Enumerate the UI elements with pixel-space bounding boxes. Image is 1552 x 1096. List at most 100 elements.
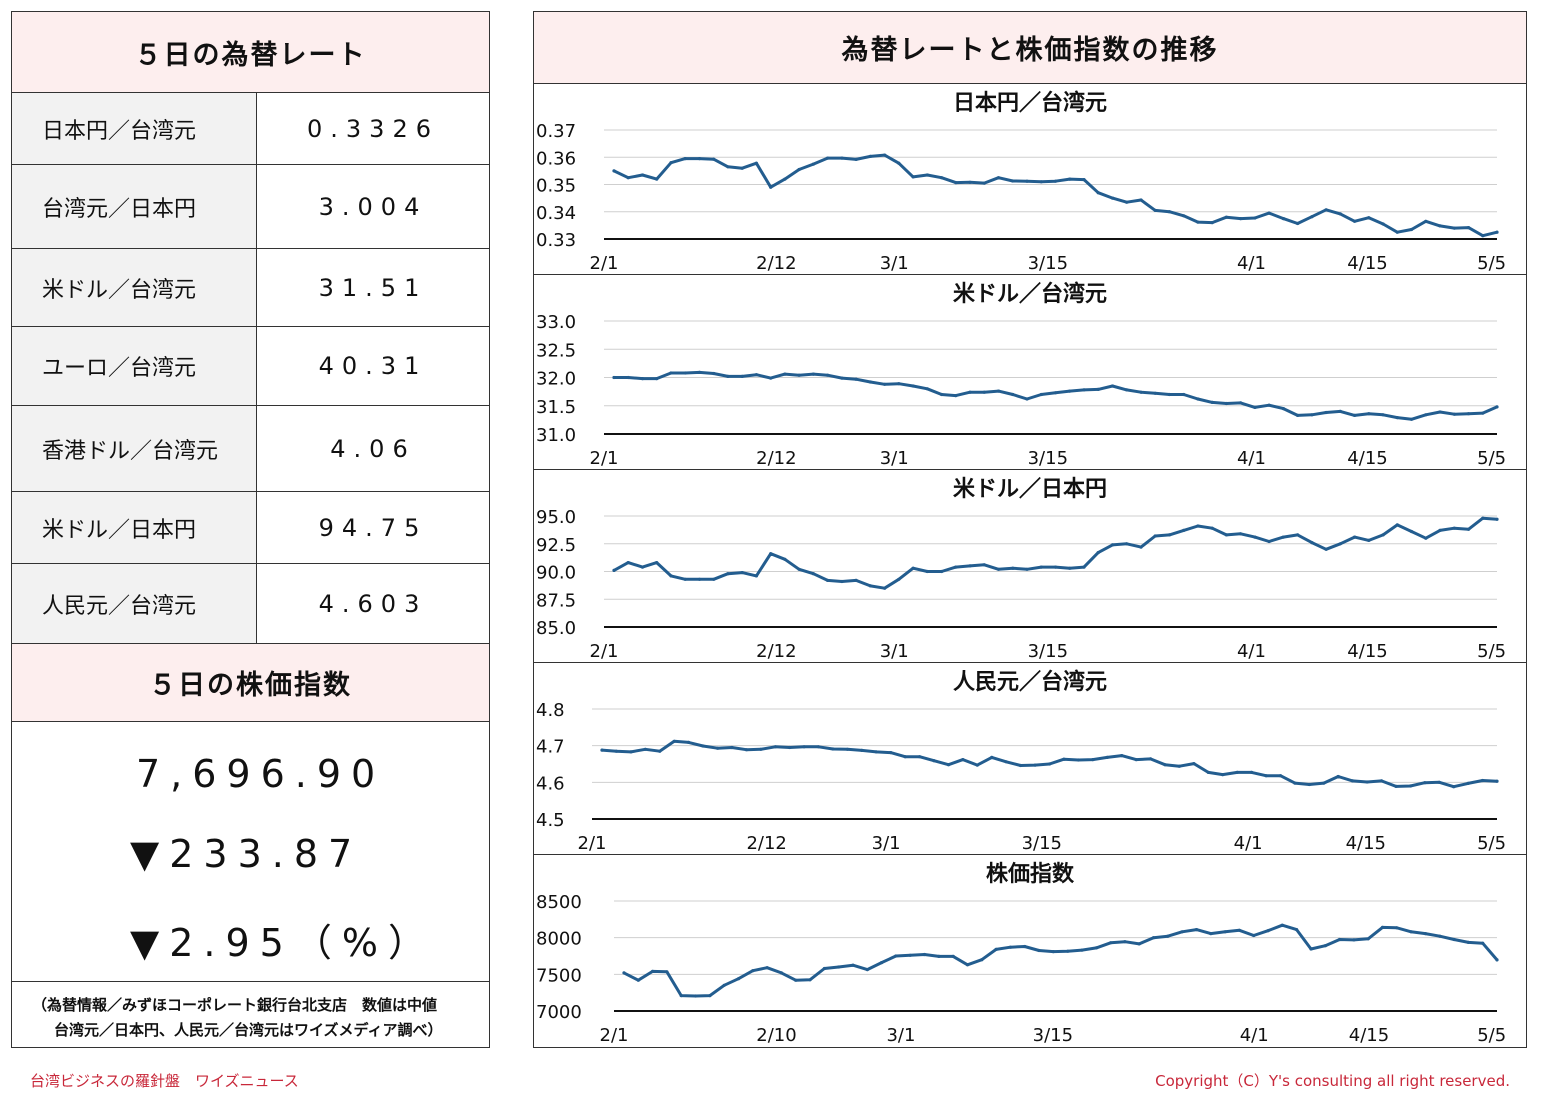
data-point bbox=[1395, 523, 1399, 527]
data-point bbox=[651, 969, 655, 973]
x-tick-label: 2/1 bbox=[590, 641, 619, 662]
data-point bbox=[679, 994, 683, 998]
rate-row: 日本円／台湾元 0.3326 bbox=[12, 93, 489, 165]
data-point bbox=[1096, 551, 1100, 555]
data-point bbox=[1310, 541, 1314, 545]
x-tick-label: 4/15 bbox=[1347, 448, 1387, 469]
data-point bbox=[868, 154, 872, 158]
data-point bbox=[1182, 214, 1186, 218]
data-point bbox=[1125, 200, 1129, 204]
chart-title: 人民元／台湾元 bbox=[953, 669, 1107, 695]
chart-panel: 日本円／台湾元 0.37 0.36 0.35 0.34 0.33 2/1 2/12 3/1 3/1… bbox=[534, 84, 1526, 275]
data-point bbox=[694, 994, 698, 998]
data-point bbox=[1051, 950, 1055, 954]
data-point bbox=[1177, 764, 1181, 768]
rate-row: 米ドル／日本円 94.75 bbox=[12, 492, 489, 564]
x-tick-label: 3/1 bbox=[880, 641, 909, 662]
rate-value: 31.51 bbox=[318, 273, 428, 302]
data-point bbox=[612, 568, 616, 572]
rate-currency-pair: ユーロ／台湾元 bbox=[12, 327, 257, 405]
data-point bbox=[968, 180, 972, 184]
data-point bbox=[811, 572, 815, 576]
data-point bbox=[922, 952, 927, 957]
chart-title: 米ドル／台湾元 bbox=[953, 281, 1107, 307]
y-tick-label: 85.0 bbox=[536, 618, 576, 639]
rate-row: 香港ドル／台湾元 4.06 bbox=[12, 406, 489, 492]
data-point bbox=[1296, 413, 1300, 417]
data-point bbox=[996, 567, 1001, 571]
data-point bbox=[730, 745, 734, 750]
data-point bbox=[1310, 215, 1314, 219]
data-point bbox=[740, 571, 744, 575]
data-point bbox=[954, 181, 958, 185]
data-point bbox=[1338, 542, 1342, 546]
data-point bbox=[1408, 784, 1412, 788]
x-tick-label: 3/1 bbox=[886, 1025, 915, 1046]
series-line bbox=[612, 370, 1499, 421]
data-point bbox=[736, 977, 741, 981]
chart-title: 日本円／台湾元 bbox=[953, 90, 1107, 116]
stock-index-box: 7,696.90 ▼233.87 ▼2.95（%） bbox=[12, 722, 489, 982]
data-point bbox=[860, 748, 864, 752]
rate-row: 台湾元／日本円 3.004 bbox=[12, 165, 489, 249]
data-point bbox=[908, 953, 912, 957]
rate-currency-pair: 人民元／台湾元 bbox=[12, 564, 257, 643]
data-point bbox=[1253, 405, 1257, 409]
data-point bbox=[655, 177, 659, 181]
data-point bbox=[773, 745, 777, 749]
data-point bbox=[889, 751, 893, 755]
data-point bbox=[1239, 217, 1243, 221]
x-tick-label: 5/5 bbox=[1477, 833, 1506, 854]
data-point bbox=[697, 370, 702, 374]
x-tick-label: 3/1 bbox=[880, 253, 909, 274]
data-point bbox=[1324, 547, 1328, 551]
x-tick-label: 2/12 bbox=[756, 253, 796, 274]
data-point bbox=[1039, 180, 1043, 184]
data-point bbox=[759, 747, 763, 751]
data-point bbox=[1437, 780, 1441, 784]
y-tick-label: 32.0 bbox=[536, 369, 576, 390]
data-point bbox=[626, 176, 630, 180]
data-point bbox=[1409, 227, 1414, 232]
data-point bbox=[911, 175, 915, 179]
data-point bbox=[883, 382, 887, 386]
data-point bbox=[1224, 533, 1228, 537]
data-point bbox=[1148, 757, 1153, 761]
stock-index-percent-change: ▼2.95（%） bbox=[130, 921, 436, 965]
rate-currency-pair: 日本円／台湾元 bbox=[12, 93, 257, 164]
y-tick-label: 0.34 bbox=[536, 203, 576, 224]
data-point bbox=[1068, 389, 1072, 393]
data-point bbox=[940, 569, 944, 574]
data-point bbox=[1380, 925, 1385, 929]
fx-rates-table: 日本円／台湾元 0.3326 台湾元／日本円 3.004 米ドル／台湾元 31.51 ユーロ… bbox=[12, 93, 489, 643]
data-point bbox=[903, 755, 907, 759]
data-point bbox=[1137, 942, 1141, 946]
data-point bbox=[1353, 219, 1357, 223]
data-point bbox=[1180, 930, 1184, 934]
x-tick-label: 5/5 bbox=[1477, 253, 1506, 274]
y-tick-label: 0.33 bbox=[536, 230, 576, 251]
data-point bbox=[961, 758, 965, 762]
data-point bbox=[612, 375, 616, 380]
data-point bbox=[1250, 770, 1254, 774]
data-point bbox=[1338, 212, 1342, 216]
data-point bbox=[1011, 392, 1015, 397]
data-point bbox=[1381, 222, 1385, 226]
data-point bbox=[1338, 937, 1342, 942]
data-point bbox=[1125, 388, 1129, 392]
y-tick-label: 90.0 bbox=[536, 563, 576, 584]
data-point bbox=[1281, 535, 1285, 539]
chart-panel: 米ドル／日本円 95.0 92.5 90.0 87.5 85.0 2/1 2/12 3/1 3/1… bbox=[534, 470, 1526, 663]
data-point bbox=[1011, 179, 1015, 183]
data-point bbox=[854, 157, 858, 161]
data-point bbox=[1076, 758, 1080, 762]
data-point bbox=[1237, 928, 1241, 932]
data-point bbox=[840, 579, 844, 584]
data-point bbox=[1278, 774, 1283, 778]
data-point bbox=[837, 965, 841, 969]
data-point bbox=[1053, 179, 1058, 183]
data-point bbox=[1252, 933, 1256, 938]
data-point bbox=[1481, 941, 1485, 945]
data-point bbox=[1353, 535, 1357, 539]
data-point bbox=[1206, 770, 1210, 774]
